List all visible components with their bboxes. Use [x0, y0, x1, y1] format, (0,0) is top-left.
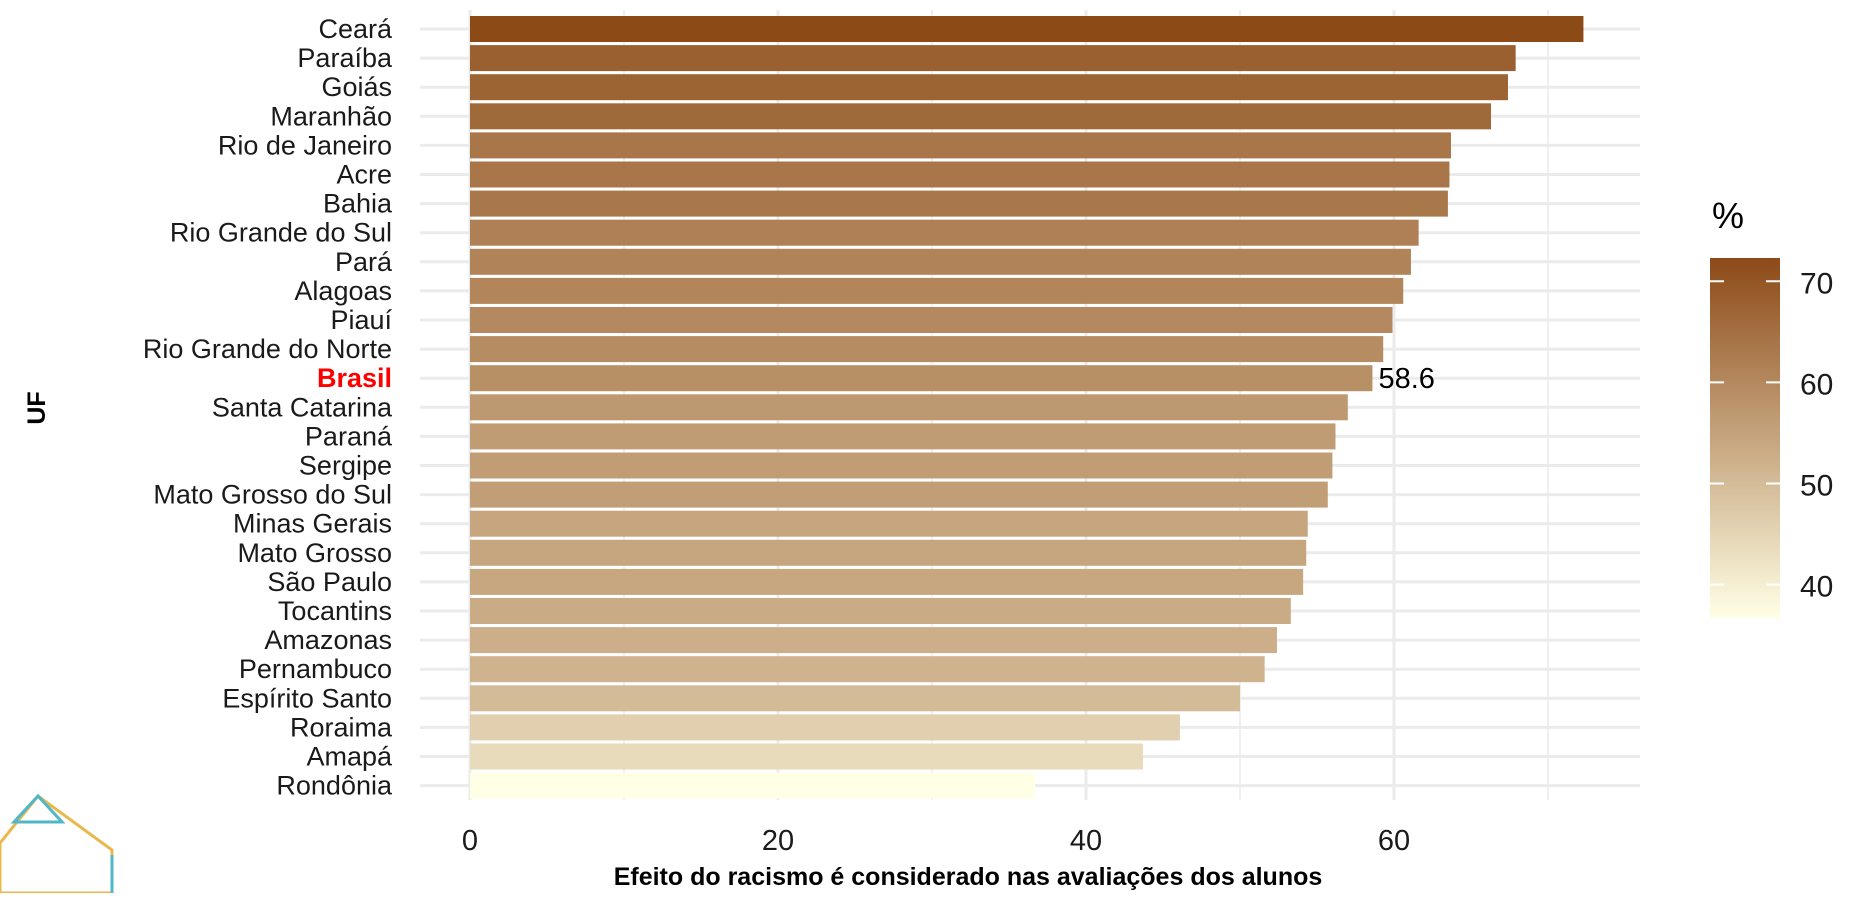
bar — [470, 16, 1584, 42]
category-label: Amazonas — [264, 625, 392, 655]
category-label: Mato Grosso do Sul — [153, 480, 392, 510]
category-label: Mato Grosso — [237, 538, 392, 568]
category-label: Goiás — [321, 72, 392, 102]
x-axis-ticks: 0 20 40 60 — [462, 825, 1410, 857]
logo-icon — [0, 793, 114, 895]
category-label: Paraíba — [297, 43, 393, 73]
bar — [470, 74, 1508, 101]
category-label: Ceará — [318, 14, 393, 44]
bar — [470, 190, 1448, 217]
bar — [470, 510, 1308, 537]
bar — [470, 219, 1419, 246]
bar — [470, 539, 1307, 566]
bar — [470, 161, 1450, 188]
bar — [470, 685, 1240, 712]
y-axis-title: UF — [23, 391, 51, 424]
bar — [470, 627, 1277, 654]
category-label: Roraima — [290, 712, 393, 742]
category-label: Rio Grande do Sul — [170, 218, 392, 248]
data-label: 58.6 — [1378, 363, 1434, 395]
legend-tick-label: 40 — [1800, 571, 1833, 604]
bar — [470, 423, 1336, 450]
bar — [470, 394, 1348, 421]
x-tick-label: 40 — [1070, 825, 1102, 857]
bar — [470, 336, 1384, 363]
bar — [470, 656, 1265, 683]
category-label: Minas Gerais — [233, 509, 392, 539]
bar — [470, 307, 1393, 333]
category-label: Santa Catarina — [212, 392, 393, 422]
x-axis-title: Efeito do racismo é considerado nas aval… — [614, 863, 1323, 891]
category-label: São Paulo — [267, 567, 392, 597]
category-label: Tocantins — [278, 596, 392, 626]
color-legend: % 40 50 60 70 — [1710, 195, 1833, 618]
category-label: Pará — [335, 247, 393, 277]
bar — [470, 743, 1143, 770]
bar — [470, 103, 1492, 130]
legend-tick-label: 60 — [1800, 368, 1833, 401]
category-label: Amapá — [306, 742, 393, 772]
legend-tick-label: 50 — [1800, 470, 1833, 503]
bar — [470, 45, 1516, 72]
bar — [470, 598, 1291, 624]
category-label: Rio de Janeiro — [218, 130, 392, 160]
x-tick-label: 0 — [462, 825, 478, 857]
bar — [470, 248, 1411, 275]
category-label: Sergipe — [299, 451, 392, 481]
category-label: Rio Grande do Norte — [143, 334, 392, 364]
category-label: Espírito Santo — [222, 683, 392, 713]
bars — [470, 16, 1584, 799]
bar — [470, 132, 1451, 159]
bar — [470, 568, 1304, 595]
x-tick-label: 20 — [762, 825, 794, 857]
bar — [470, 365, 1373, 392]
legend-ticks: 40 50 60 70 — [1710, 267, 1833, 604]
category-label: Paraná — [305, 421, 393, 451]
category-label: Pernambuco — [239, 654, 392, 684]
legend-tick-label: 70 — [1800, 267, 1833, 300]
category-label: Piauí — [330, 305, 392, 335]
category-label: Bahia — [323, 189, 393, 219]
legend-colorbar — [1710, 258, 1780, 618]
bar — [470, 772, 1036, 799]
category-label: Maranhão — [270, 101, 392, 131]
x-tick-label: 60 — [1378, 825, 1410, 857]
category-label: Alagoas — [294, 276, 392, 306]
legend-title: % — [1712, 195, 1744, 236]
bar — [470, 452, 1333, 479]
category-label: Acre — [336, 160, 392, 190]
bar — [470, 714, 1180, 741]
category-label: Rondônia — [276, 771, 393, 801]
bar — [470, 277, 1404, 304]
category-label: Brasil — [317, 363, 392, 393]
bar — [470, 481, 1328, 508]
